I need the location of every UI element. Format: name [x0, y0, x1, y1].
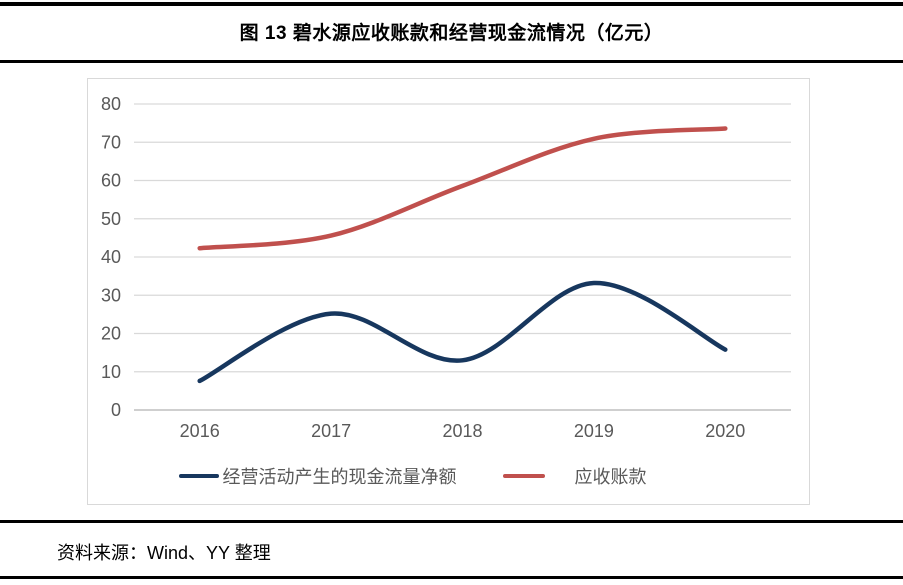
y-tick-label: 60: [101, 171, 121, 191]
x-tick-label: 2018: [442, 421, 482, 441]
y-tick-label: 50: [101, 209, 121, 229]
series-line-1: [197, 126, 728, 251]
x-tick-label: 2016: [180, 421, 220, 441]
x-tick-label: 2017: [311, 421, 351, 441]
y-tick-label: 20: [101, 324, 121, 344]
legend-item-receivables: 应收账款: [502, 463, 647, 489]
x-tick-label: 2019: [574, 421, 614, 441]
y-tick-label: 10: [101, 362, 121, 382]
legend-item-cashflow: 经营活动产生的现金流量净额: [178, 463, 457, 489]
chart-area: 0 10 20 30 40 50 60 70 80 2016 2017 2018 2019 2020 经营…: [87, 78, 810, 505]
top-rule: [0, 2, 903, 6]
chart-canvas: 0 10 20 30 40 50 60 70 80 2016 2017 2018 2019 2020: [101, 94, 791, 441]
series-line-0: [197, 280, 728, 384]
source-note: 资料来源：Wind、YY 整理: [57, 543, 271, 563]
y-tick-label: 70: [101, 132, 121, 152]
legend-swatch-receivables-line: [502, 473, 545, 479]
footer-rule: [0, 520, 903, 523]
y-tick-label: 30: [101, 285, 121, 305]
bottom-rule: [0, 576, 903, 579]
legend-swatch-cashflow-line: [178, 473, 219, 479]
legend-label-cashflow: 经营活动产生的现金流量净额: [222, 467, 457, 487]
x-tick-label: 2020: [705, 421, 745, 441]
legend-label-receivables: 应收账款: [574, 467, 647, 487]
y-tick-label: 0: [111, 400, 121, 420]
y-tick-label: 80: [101, 94, 121, 114]
chart-legend: 经营活动产生的现金流量净额 应收账款: [88, 463, 809, 489]
y-tick-label: 40: [101, 247, 121, 267]
figure-title: 图 13 碧水源应收账款和经营现金流情况（亿元）: [239, 23, 664, 44]
header-rule: [0, 60, 903, 63]
